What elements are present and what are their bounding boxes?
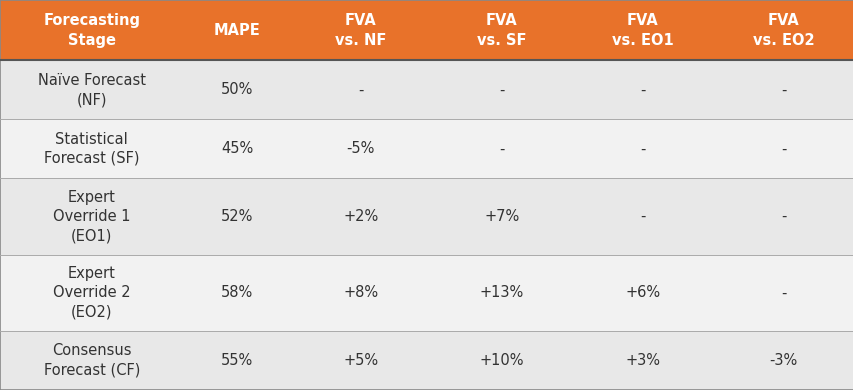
Bar: [572, 0, 712, 60]
Bar: [290, 255, 431, 331]
Text: Naïve Forecast
(NF): Naïve Forecast (NF): [38, 73, 146, 107]
Bar: [0, 255, 183, 331]
Text: -3%: -3%: [769, 353, 797, 368]
Text: MAPE: MAPE: [213, 23, 260, 38]
Bar: [712, 0, 853, 60]
Text: Forecasting
Stage: Forecasting Stage: [44, 12, 140, 48]
Bar: [290, 178, 431, 255]
Text: +10%: +10%: [479, 353, 524, 368]
Bar: [572, 255, 712, 331]
Bar: [572, 60, 712, 119]
Bar: [183, 331, 290, 390]
Bar: [712, 60, 853, 119]
Bar: [0, 178, 183, 255]
Text: -5%: -5%: [346, 141, 374, 156]
Bar: [572, 119, 712, 178]
Bar: [0, 60, 183, 119]
Text: +5%: +5%: [343, 353, 378, 368]
Bar: [712, 178, 853, 255]
Text: +13%: +13%: [479, 285, 523, 300]
Text: -: -: [780, 285, 786, 300]
Bar: [183, 60, 290, 119]
Bar: [183, 119, 290, 178]
Text: +7%: +7%: [484, 209, 519, 224]
Text: Statistical
Forecast (SF): Statistical Forecast (SF): [44, 132, 139, 166]
Bar: [431, 0, 572, 60]
Text: Consensus
Forecast (CF): Consensus Forecast (CF): [44, 344, 140, 378]
Text: +3%: +3%: [624, 353, 659, 368]
Bar: [712, 331, 853, 390]
Text: 52%: 52%: [221, 209, 252, 224]
Text: 50%: 50%: [221, 82, 252, 98]
Bar: [712, 255, 853, 331]
Text: 58%: 58%: [221, 285, 252, 300]
Bar: [712, 119, 853, 178]
Text: +8%: +8%: [343, 285, 378, 300]
Text: -: -: [639, 82, 645, 98]
Text: -: -: [357, 82, 363, 98]
Text: FVA
vs. NF: FVA vs. NF: [334, 12, 386, 48]
Bar: [0, 331, 183, 390]
Bar: [0, 0, 183, 60]
Bar: [290, 60, 431, 119]
Text: -: -: [639, 141, 645, 156]
Text: Expert
Override 1
(EO1): Expert Override 1 (EO1): [53, 190, 131, 243]
Bar: [431, 331, 572, 390]
Text: Expert
Override 2
(EO2): Expert Override 2 (EO2): [53, 266, 131, 319]
Text: +2%: +2%: [343, 209, 378, 224]
Text: -: -: [780, 209, 786, 224]
Bar: [290, 119, 431, 178]
Text: -: -: [639, 209, 645, 224]
Text: -: -: [780, 141, 786, 156]
Bar: [290, 331, 431, 390]
Bar: [183, 0, 290, 60]
Text: +6%: +6%: [624, 285, 659, 300]
Text: FVA
vs. SF: FVA vs. SF: [477, 12, 525, 48]
Text: -: -: [498, 141, 504, 156]
Bar: [431, 119, 572, 178]
Text: -: -: [498, 82, 504, 98]
Text: 55%: 55%: [221, 353, 252, 368]
Text: FVA
vs. EO2: FVA vs. EO2: [751, 12, 814, 48]
Bar: [431, 255, 572, 331]
Bar: [431, 178, 572, 255]
Text: 45%: 45%: [221, 141, 252, 156]
Text: -: -: [780, 82, 786, 98]
Bar: [183, 255, 290, 331]
Bar: [290, 0, 431, 60]
Text: FVA
vs. EO1: FVA vs. EO1: [611, 12, 673, 48]
Bar: [183, 178, 290, 255]
Bar: [572, 331, 712, 390]
Bar: [431, 60, 572, 119]
Bar: [0, 119, 183, 178]
Bar: [572, 178, 712, 255]
